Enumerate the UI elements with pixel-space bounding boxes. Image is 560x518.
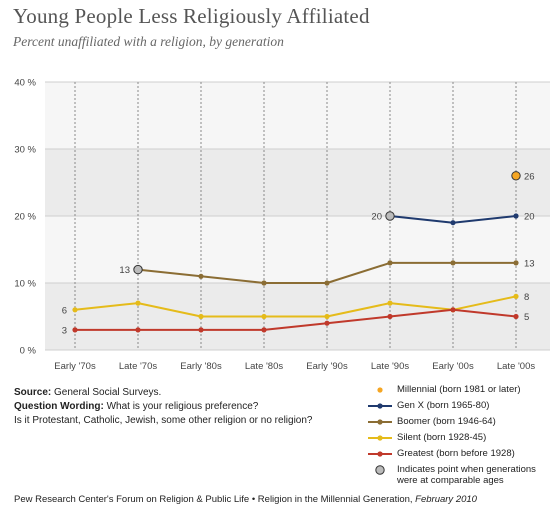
series-point-3-5 — [387, 300, 393, 306]
series-point-1-2 — [513, 213, 519, 219]
legend-greatest-swatch — [368, 451, 392, 457]
series-point-4-3 — [261, 327, 267, 333]
legend-comparable-swatch — [375, 465, 385, 475]
x-tick-label: Late '70s — [119, 361, 158, 372]
source-text: General Social Surveys. — [51, 387, 162, 398]
series-point-4-7 — [513, 313, 519, 320]
data-label: 3 — [62, 325, 67, 336]
legend-boomer-swatch — [368, 419, 392, 425]
data-label: 6 — [62, 305, 67, 316]
x-tick-label: Early '70s — [54, 361, 96, 372]
series-point-2-1 — [198, 273, 204, 279]
question-text-2: Is it Protestant, Catholic, Jewish, some… — [14, 415, 313, 426]
chart-subtitle: Percent unaffiliated with a religion, by… — [13, 34, 284, 49]
comparable-marker-0 — [133, 264, 143, 275]
series-point-3-2 — [198, 313, 204, 320]
legend-millennial-label: Millennial (born 1981 or later) — [397, 384, 521, 395]
comparable-marker-2 — [511, 171, 521, 181]
x-tick-label: Late '90s — [371, 361, 410, 372]
question-label: Question Wording: — [14, 401, 104, 412]
series-point-2-4 — [387, 260, 393, 266]
data-label: 13 — [119, 265, 130, 276]
series-point-2-6 — [513, 260, 519, 266]
footer-text: Pew Research Center's Forum on Religion … — [14, 494, 416, 505]
series-line-4 — [75, 308, 517, 331]
data-label: 13 — [524, 258, 535, 269]
series-point-1-1 — [450, 220, 456, 226]
series-point-2-2 — [261, 280, 267, 286]
series-point-4-1 — [135, 327, 141, 333]
question-text: What is your religious preference? — [103, 401, 259, 412]
data-label: 8 — [524, 292, 529, 303]
legend-comparable-label: Indicates point when generations were at … — [397, 464, 536, 486]
band-1 — [45, 216, 550, 283]
series-point-3-3 — [261, 313, 267, 320]
series-point-3-7 — [513, 293, 519, 299]
series-point-2-3 — [324, 280, 330, 286]
x-tick-label: Late '00s — [497, 361, 536, 372]
series-point-4-5 — [387, 313, 393, 320]
series-point-3-1 — [135, 300, 141, 306]
band-3 — [45, 82, 550, 149]
footer-credit: Pew Research Center's Forum on Religion … — [14, 494, 477, 505]
legend-genx-label: Gen X (born 1965-80) — [397, 400, 490, 411]
legend-comparable-label-line1: Indicates point when generations — [397, 464, 536, 475]
chart-title: Young People Less Religiously Affiliated — [13, 4, 370, 28]
band-2 — [45, 149, 550, 216]
x-tick-label: Early '00s — [432, 361, 474, 372]
data-label: 5 — [524, 312, 529, 323]
legend-millennial-swatch — [377, 387, 383, 393]
y-tick-label: 0 % — [20, 346, 37, 357]
series-line-3 — [74, 295, 517, 318]
legend-silent-label: Silent (born 1928-45) — [397, 432, 487, 443]
series-point-4-4 — [324, 320, 330, 326]
x-tick-label: Early '80s — [180, 361, 222, 372]
x-tick-label: Early '90s — [306, 361, 348, 372]
data-label: 20 — [371, 212, 382, 223]
y-tick-label: 20 % — [14, 212, 36, 223]
data-label: 26 — [524, 171, 535, 182]
data-label: 20 — [524, 212, 535, 223]
series-point-4-2 — [198, 327, 204, 333]
legend-comparable-label-line2: were at comparable ages — [397, 475, 504, 486]
series-point-3-0 — [72, 307, 78, 313]
source-note: Source: General Social Surveys. — [14, 387, 161, 398]
y-tick-label: 30 % — [14, 145, 36, 156]
series-point-4-6 — [450, 307, 456, 313]
footer-date: February 2010 — [415, 494, 477, 505]
question-note-2: Is it Protestant, Catholic, Jewish, some… — [14, 415, 312, 426]
y-tick-label: 40 % — [14, 78, 36, 89]
legend-greatest-label: Greatest (born before 1928) — [397, 448, 515, 459]
legend-genx-swatch — [368, 403, 392, 409]
question-note: Question Wording: What is your religious… — [14, 401, 258, 412]
x-tick-label: Late '80s — [245, 361, 284, 372]
y-tick-label: 10 % — [14, 279, 36, 290]
series-point-4-0 — [72, 327, 78, 333]
series-point-2-5 — [450, 260, 456, 266]
legend-silent-swatch — [368, 435, 392, 441]
line-chart: 0 % 10 % 20 % 30 % 40 % Early '70s Late '70s Ea… — [14, 78, 550, 372]
series-point-3-4 — [324, 313, 330, 320]
comparable-marker-1 — [385, 211, 395, 221]
source-label: Source: — [14, 387, 52, 398]
legend-boomer-label: Boomer (born 1946-64) — [397, 416, 496, 427]
